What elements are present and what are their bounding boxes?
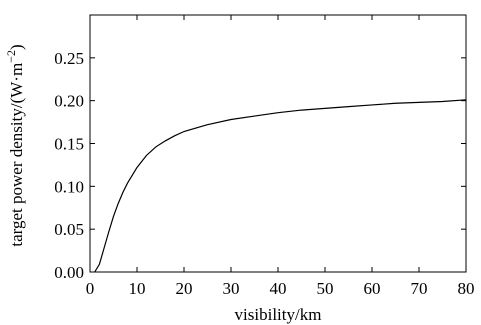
x-tick-label: 60 bbox=[364, 279, 381, 298]
y-tick-label: 0.10 bbox=[54, 177, 84, 196]
y-tick-label: 0.20 bbox=[54, 92, 84, 111]
y-axis-label-superscript: −2 bbox=[4, 50, 18, 63]
y-axis-ticks: 0.00 0.05 0.10 0.15 0.20 0.25 bbox=[54, 49, 466, 282]
y-tick-label: 0.00 bbox=[54, 263, 84, 282]
x-tick-label: 70 bbox=[411, 279, 428, 298]
x-tick-label: 30 bbox=[223, 279, 240, 298]
y-tick-label: 0.25 bbox=[54, 49, 84, 68]
x-tick-label: 0 bbox=[86, 279, 95, 298]
y-tick-label: 0.15 bbox=[54, 135, 84, 154]
x-tick-label: 20 bbox=[176, 279, 193, 298]
x-tick-label: 80 bbox=[458, 279, 475, 298]
x-axis-label: visibility/km bbox=[235, 305, 322, 324]
series-layer bbox=[94, 99, 467, 273]
x-tick-label: 10 bbox=[129, 279, 146, 298]
x-axis-ticks: 0 10 20 30 40 50 60 70 80 bbox=[86, 15, 475, 298]
x-tick-label: 50 bbox=[317, 279, 334, 298]
y-axis-label-close: ) bbox=[7, 44, 26, 50]
y-axis-label: target power density/(W·m−2) bbox=[4, 44, 26, 246]
plot-frame bbox=[89, 14, 467, 273]
x-tick-label: 40 bbox=[270, 279, 287, 298]
y-axis-label-main: target power density/(W·m bbox=[7, 63, 26, 247]
series-line bbox=[94, 99, 467, 273]
y-tick-label: 0.05 bbox=[54, 220, 84, 239]
